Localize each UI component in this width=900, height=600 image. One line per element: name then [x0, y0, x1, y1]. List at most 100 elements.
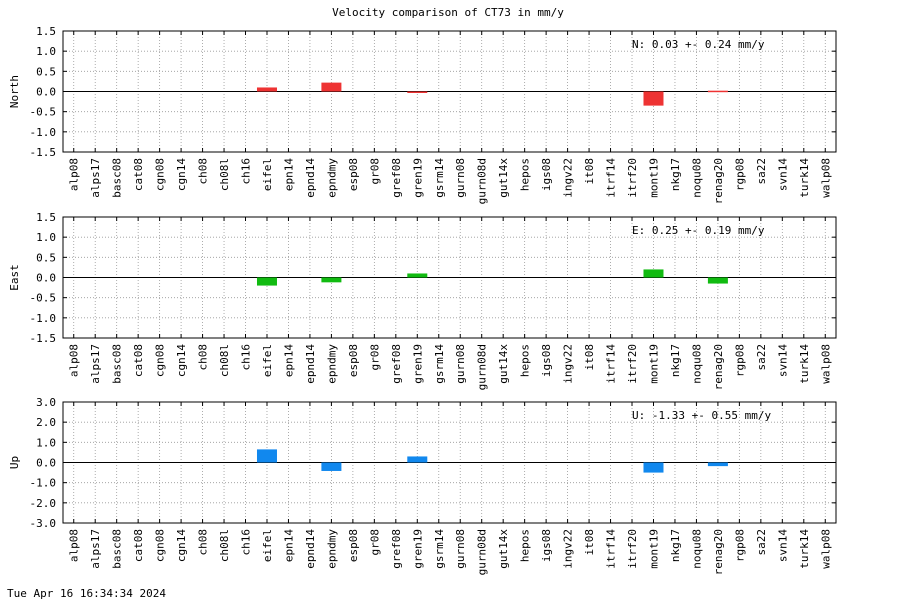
- x-tick-label: esp08: [347, 344, 360, 377]
- x-tick-label: igs08: [540, 158, 553, 191]
- x-tick-label: it08: [583, 344, 596, 371]
- x-tick-label: renag20: [712, 344, 725, 390]
- x-tick-label: cat08: [132, 158, 145, 191]
- x-tick-label: eifel: [261, 158, 274, 191]
- x-tick-label: gut14x: [497, 529, 510, 569]
- x-tick-label: eifel: [261, 529, 274, 562]
- bar-renag20: [707, 462, 728, 467]
- y-tick-label: 1.5: [36, 25, 56, 38]
- x-tick-label: gren19: [411, 344, 424, 384]
- x-tick-label: basc08: [111, 344, 124, 384]
- bar-renag20: [707, 90, 728, 93]
- y-tick-label: -1.0: [30, 477, 57, 490]
- y-tick-label: -2.0: [30, 497, 57, 510]
- x-tick-label: itrf20: [626, 344, 639, 384]
- x-tick-label: epn14: [282, 529, 295, 562]
- x-tick-label: ch16: [240, 158, 253, 185]
- x-tick-label: itrf20: [626, 529, 639, 569]
- y-axis-label: Up: [8, 456, 21, 469]
- x-tick-label: gurn08: [454, 158, 467, 198]
- bar-renag20: [707, 277, 728, 284]
- x-tick-label: epn14: [282, 158, 295, 191]
- bar-mont19: [643, 269, 664, 278]
- x-tick-label: gurn08: [454, 529, 467, 569]
- y-tick-label: -0.5: [30, 292, 57, 305]
- y-axis-label: North: [8, 75, 21, 108]
- plot-frame: [62, 30, 837, 153]
- x-tick-label: it08: [583, 529, 596, 556]
- y-tick-label: 0.0: [36, 86, 56, 99]
- stats-annotation: E: 0.25 +- 0.19 mm/y: [632, 224, 765, 237]
- y-tick-label: 3.0: [36, 396, 56, 409]
- bar-gren19: [407, 91, 428, 93]
- x-tick-label: alps17: [89, 344, 102, 384]
- x-tick-label: gr08: [368, 344, 381, 371]
- stats-annotation: U: -1.33 +- 0.55 mm/y: [632, 409, 771, 422]
- y-tick-label: -1.5: [30, 332, 57, 345]
- x-tick-label: esp08: [347, 158, 360, 191]
- x-tick-label: walp08: [819, 529, 832, 569]
- x-tick-label: svn14: [776, 344, 789, 377]
- x-tick-label: nkg17: [669, 158, 682, 191]
- x-tick-label: epnd14: [304, 529, 317, 569]
- x-tick-label: cgn14: [175, 529, 188, 562]
- bar-gren19: [407, 273, 428, 278]
- y-tick-label: -0.5: [30, 106, 57, 119]
- x-tick-label: alp08: [68, 344, 81, 377]
- chart-title: Velocity comparison of CT73 in mm/y: [332, 6, 564, 19]
- x-tick-label: sa22: [755, 529, 768, 556]
- y-tick-label: -3.0: [30, 517, 57, 530]
- x-tick-label: eifel: [261, 344, 274, 377]
- x-tick-label: ch08l: [218, 529, 231, 562]
- x-tick-label: noqu08: [690, 344, 703, 384]
- x-tick-label: ch08: [197, 529, 210, 556]
- x-tick-label: igs08: [540, 344, 553, 377]
- x-tick-label: gut14x: [497, 158, 510, 198]
- x-tick-label: gurn08d: [476, 529, 489, 575]
- y-tick-label: -1.5: [30, 146, 57, 159]
- x-tick-label: ch08: [197, 344, 210, 371]
- x-tick-label: gurn08: [454, 344, 467, 384]
- x-tick-label: epn14: [282, 344, 295, 377]
- bar-eifel: [256, 277, 277, 286]
- x-tick-label: ingv22: [562, 158, 575, 198]
- x-tick-label: igs08: [540, 529, 553, 562]
- x-tick-label: gsrm14: [433, 529, 446, 569]
- x-tick-label: cgn08: [154, 158, 167, 191]
- bar-epndmy: [321, 462, 342, 471]
- x-tick-label: noqu08: [690, 158, 703, 198]
- x-tick-label: ch08: [197, 158, 210, 185]
- x-tick-label: hepos: [519, 158, 532, 191]
- y-tick-label: 0.0: [36, 272, 56, 285]
- x-tick-label: svn14: [776, 529, 789, 562]
- x-tick-label: rgp08: [733, 344, 746, 377]
- y-tick-label: 1.0: [36, 231, 56, 244]
- bar-mont19: [643, 91, 664, 106]
- x-tick-label: svn14: [776, 158, 789, 191]
- x-tick-label: itrf20: [626, 158, 639, 198]
- x-tick-label: gref08: [390, 158, 403, 198]
- x-tick-label: rgp08: [733, 158, 746, 191]
- x-tick-label: cgn08: [154, 529, 167, 562]
- panel-north: 1.5 1.0 0.5 0.0 -0.5 -1.0 -1.5 alp08 alps17 basc0…: [8, 25, 837, 204]
- bar-gren19: [407, 456, 428, 463]
- x-tick-label: basc08: [111, 529, 124, 569]
- x-tick-label: walp08: [819, 158, 832, 198]
- x-tick-label: sa22: [755, 158, 768, 185]
- y-tick-label: -1.0: [30, 126, 57, 139]
- x-tick-label: nkg17: [669, 529, 682, 562]
- plot-frame: [62, 401, 837, 524]
- x-tick-label: turk14: [798, 529, 811, 569]
- x-tick-label: renag20: [712, 158, 725, 204]
- x-tick-label: cat08: [132, 344, 145, 377]
- x-tick-label: renag20: [712, 529, 725, 575]
- x-tick-label: gurn08d: [476, 158, 489, 204]
- y-tick-label: 1.0: [36, 436, 56, 449]
- bar-epndmy: [321, 277, 342, 283]
- x-tick-label: ch08l: [218, 158, 231, 191]
- x-tick-label: hepos: [519, 344, 532, 377]
- x-tick-label: mont19: [647, 529, 660, 569]
- y-tick-label: 0.5: [36, 65, 56, 78]
- x-tick-label: cgn14: [175, 158, 188, 191]
